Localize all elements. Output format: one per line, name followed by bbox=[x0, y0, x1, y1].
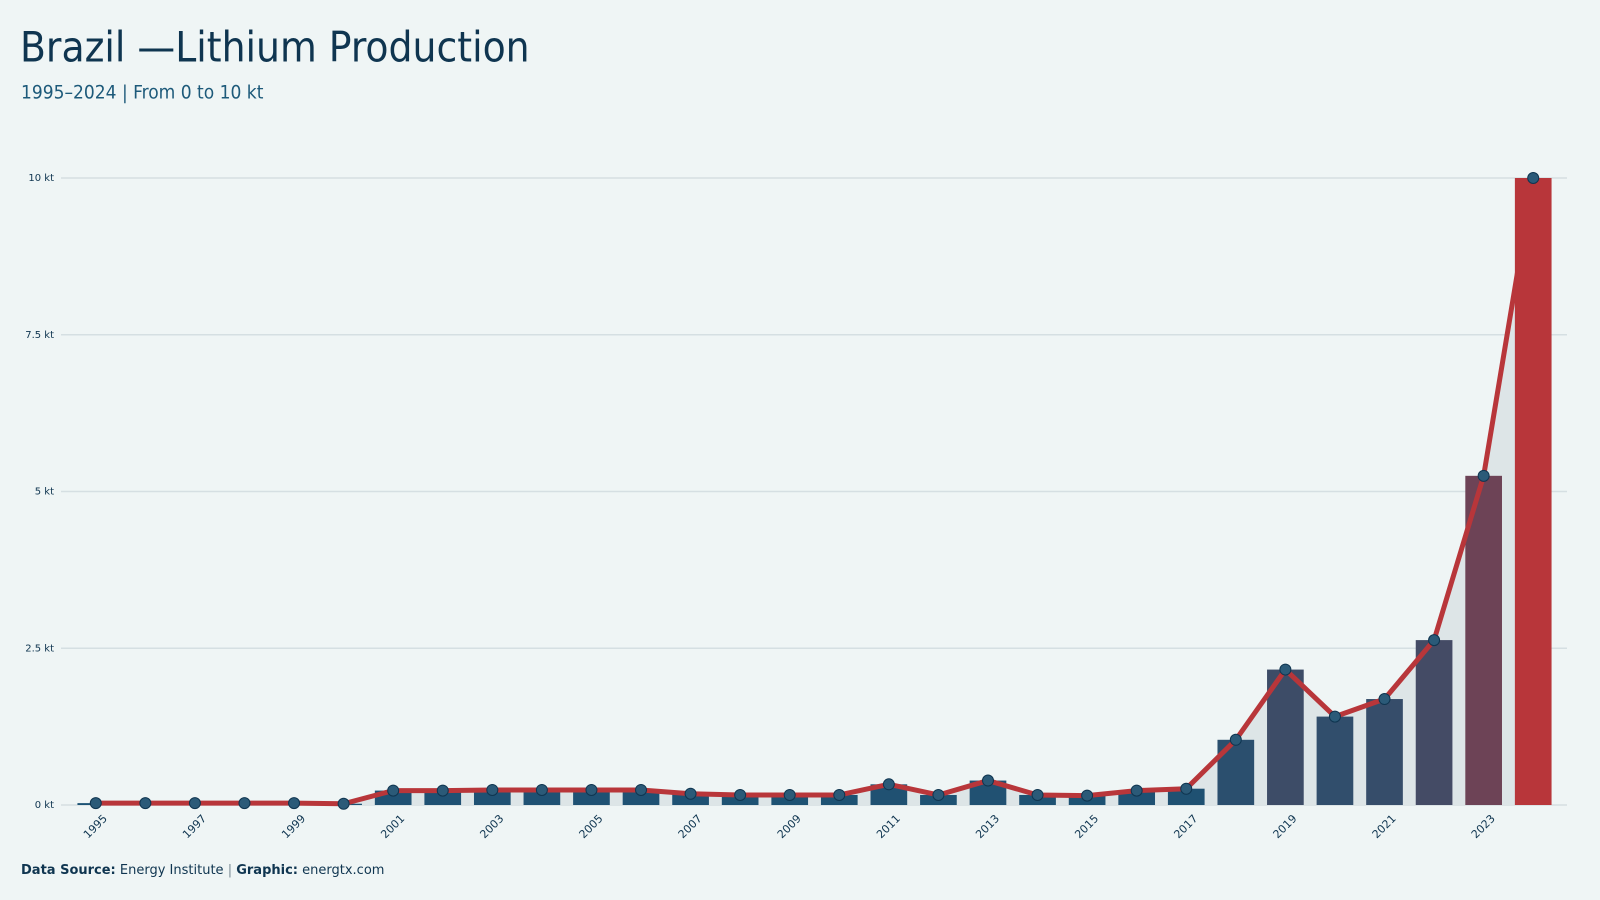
y-tick-label: 7.5 kt bbox=[25, 330, 54, 341]
credit: energtx.com bbox=[302, 863, 384, 878]
bar bbox=[1465, 475, 1502, 805]
marker bbox=[139, 797, 152, 810]
bar bbox=[870, 784, 908, 805]
source-label: Data Source: bbox=[21, 863, 116, 878]
marker bbox=[882, 778, 895, 791]
marker bbox=[1229, 733, 1242, 746]
y-tick-label: 2.5 kt bbox=[25, 643, 54, 654]
bar bbox=[1267, 669, 1304, 805]
marker bbox=[1279, 663, 1292, 676]
marker bbox=[337, 797, 350, 810]
marker bbox=[981, 774, 994, 787]
marker bbox=[387, 784, 400, 797]
marker bbox=[635, 783, 648, 796]
bar bbox=[1366, 699, 1403, 805]
marker bbox=[436, 784, 449, 797]
marker bbox=[684, 787, 697, 800]
y-tick-label: 0 kt bbox=[35, 800, 54, 811]
bar bbox=[523, 789, 561, 805]
bar bbox=[1167, 788, 1205, 805]
marker bbox=[1081, 789, 1094, 802]
marker bbox=[1031, 788, 1044, 801]
source: Energy Institute bbox=[120, 863, 224, 878]
chart-title: Brazil —Lithium Production bbox=[20, 23, 530, 72]
marker bbox=[932, 788, 945, 801]
marker bbox=[1428, 634, 1441, 647]
line bbox=[95, 177, 1536, 807]
bar bbox=[1415, 640, 1453, 805]
marker bbox=[238, 797, 251, 810]
bar bbox=[473, 789, 511, 805]
bar bbox=[1514, 178, 1552, 805]
marker bbox=[1477, 469, 1490, 482]
marker bbox=[1378, 693, 1391, 706]
footer: Data Source: Energy Institute | Graphic:… bbox=[21, 863, 384, 878]
marker bbox=[734, 788, 747, 801]
bar bbox=[1118, 790, 1156, 805]
bar bbox=[573, 789, 610, 805]
marker bbox=[783, 788, 796, 801]
bar bbox=[424, 790, 462, 805]
chart-subtitle: 1995–2024 | From 0 to 10 kt bbox=[21, 82, 264, 104]
marker bbox=[1328, 710, 1341, 723]
bar bbox=[622, 789, 660, 805]
bar bbox=[1316, 716, 1354, 805]
marker bbox=[188, 797, 201, 810]
marker bbox=[1527, 172, 1540, 184]
marker bbox=[288, 797, 301, 810]
marker bbox=[833, 788, 846, 801]
marker bbox=[89, 797, 102, 810]
marker bbox=[535, 783, 548, 796]
marker bbox=[486, 783, 499, 796]
separator: | bbox=[228, 863, 232, 878]
marker bbox=[1180, 782, 1193, 795]
marker bbox=[1130, 784, 1143, 797]
credit-label: Graphic: bbox=[236, 863, 298, 878]
y-tick-label: 5 kt bbox=[35, 487, 54, 498]
y-tick-label: 10 kt bbox=[28, 173, 54, 184]
marker bbox=[585, 783, 598, 796]
